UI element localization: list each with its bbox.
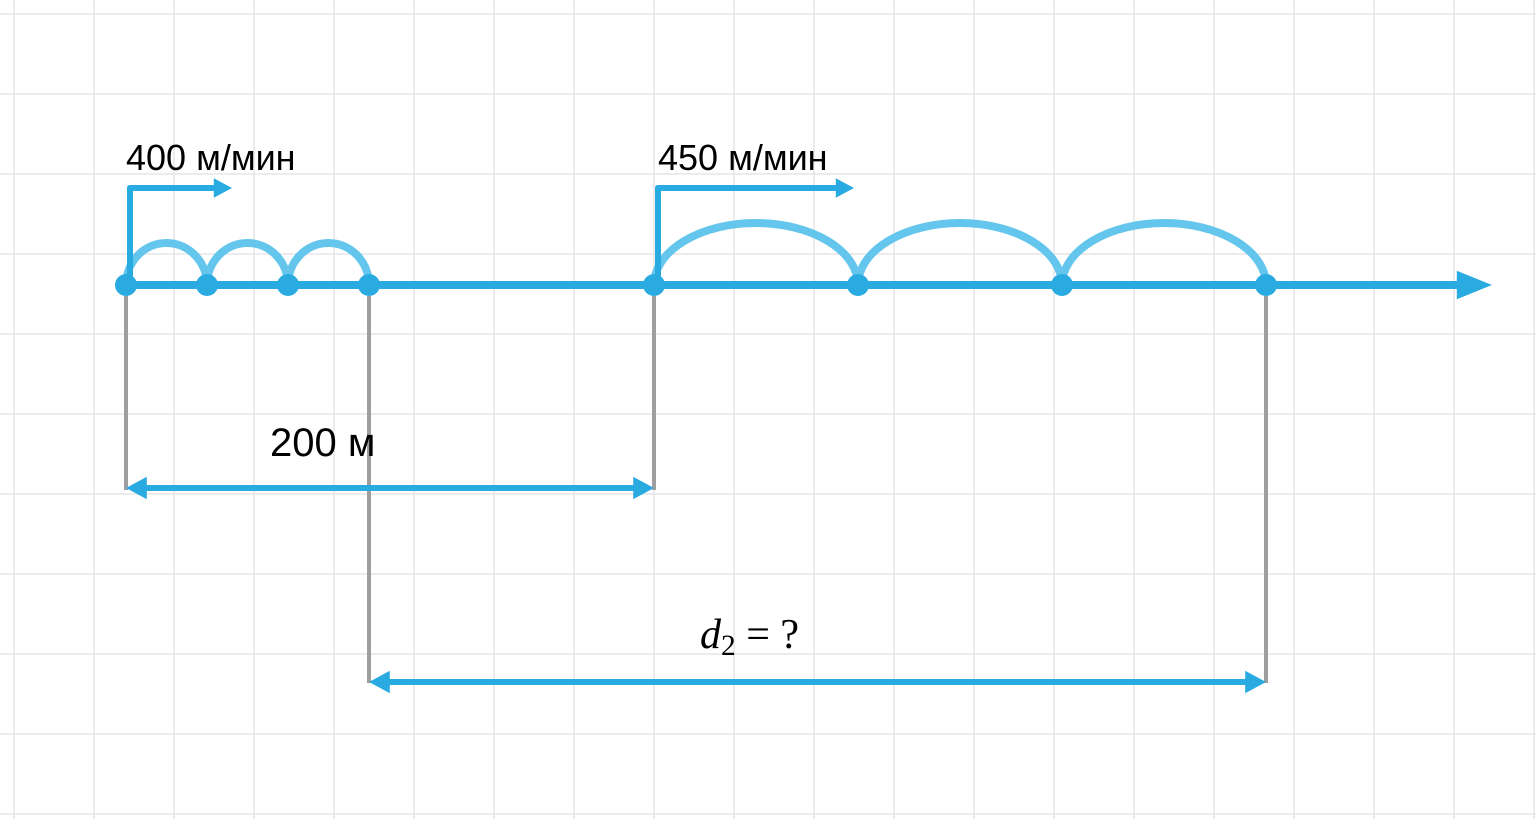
axis-point-7	[1255, 274, 1277, 296]
label-distance-d2: d2 = ?	[700, 612, 799, 662]
axis-point-1	[196, 274, 218, 296]
axis-point-6	[1051, 274, 1073, 296]
axis-point-4	[643, 274, 665, 296]
axis-point-3	[358, 274, 380, 296]
label-speed-right: 450 м/мин	[658, 137, 828, 178]
background	[0, 0, 1536, 819]
axis-point-2	[277, 274, 299, 296]
axis-point-5	[847, 274, 869, 296]
label-speed-left: 400 м/мин	[126, 137, 296, 178]
label-distance-d1: 200 м	[270, 421, 375, 465]
axis-point-0	[115, 274, 137, 296]
